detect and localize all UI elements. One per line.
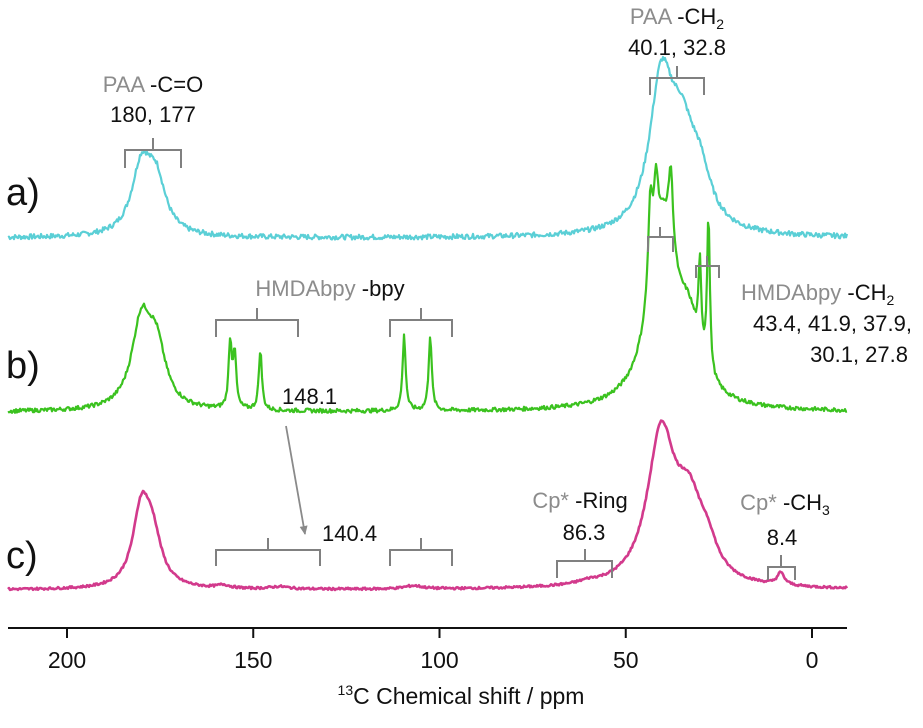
- x-axis-ticks: 200 150 100 50 0: [48, 628, 819, 673]
- x-axis-label: 13C Chemical shift / ppm: [338, 682, 585, 709]
- x-tick-label: 100: [420, 647, 458, 673]
- annotation-a-ch2-group: -CH: [671, 4, 716, 29]
- bracket-c-left: [215, 538, 321, 566]
- annotation-c-ch3-compound: Cp*: [740, 490, 777, 515]
- annotation-b-ch2-values-line2: 30.1, 27.8: [810, 342, 908, 367]
- annotation-c-ring-title: Cp* -Ring: [532, 488, 627, 513]
- spectrum-c-line: [7, 419, 849, 592]
- annotation-b-148: 148.1: [282, 384, 337, 409]
- annotation-a-cco-compound: PAA: [103, 72, 146, 97]
- series-label-c: c): [6, 535, 38, 577]
- bracket-b-ch2-left: [647, 227, 674, 252]
- annotation-b-ch2-title: HMDAbpy -CH2: [741, 280, 894, 308]
- annotation-a-cco-group: -C=O: [144, 72, 203, 97]
- annotation-c-ch3-sub: 3: [822, 502, 830, 518]
- bracket-b-bpy-left: [215, 308, 299, 337]
- annotation-b-ch2-values-line1: 43.4, 41.9, 37.9,: [753, 311, 912, 336]
- annotation-c-ring-group: -Ring: [569, 488, 628, 513]
- annotation-a-ch2-title: PAA -CH2: [630, 4, 724, 32]
- x-axis-label-main: C Chemical shift / ppm: [353, 683, 584, 709]
- annotation-c-ring-compound: Cp*: [532, 488, 569, 513]
- annotation-a-ch2-compound: PAA: [630, 4, 673, 29]
- x-axis-label-superscript: 13: [338, 682, 354, 698]
- x-tick-label: 0: [806, 647, 819, 673]
- x-tick-label: 50: [613, 647, 639, 673]
- series-label-a: a): [6, 172, 40, 214]
- shift-arrow: [285, 425, 308, 535]
- bracket-c-ring: [556, 549, 613, 578]
- annotation-c-ch3-value: 8.4: [767, 525, 798, 550]
- annotation-c-ch3-title: Cp* -CH3: [740, 490, 830, 518]
- annotation-b-bpy-group: -bpy: [356, 276, 405, 301]
- annotation-a-cco-values: 180, 177: [110, 102, 196, 127]
- bracket-c-right: [389, 538, 453, 566]
- annotation-c-140: 140.4: [322, 521, 377, 546]
- annotation-b-bpy-compound: HMDAbpy: [255, 276, 355, 301]
- annotation-c-ch3-group: -CH: [777, 490, 822, 515]
- x-tick-label: 150: [234, 647, 272, 673]
- bracket-a-cco: [124, 138, 182, 168]
- annotation-a-ch2-values: 40.1, 32.8: [628, 35, 726, 60]
- annotation-b-ch2-sub: 2: [886, 292, 894, 308]
- bracket-a-ch2: [649, 66, 705, 95]
- bracket-c-ch3: [767, 555, 796, 580]
- spectrum-b-line: [7, 162, 848, 414]
- annotation-a-ch2-sub: 2: [716, 16, 724, 32]
- annotation-c-ring-value: 86.3: [563, 520, 606, 545]
- bracket-b-ch2-right: [695, 256, 720, 278]
- annotation-b-ch2-group: -CH: [841, 280, 886, 305]
- x-tick-label: 200: [48, 647, 86, 673]
- annotation-b-ch2-compound: HMDAbpy: [741, 280, 841, 305]
- series-label-b: b): [6, 345, 40, 387]
- annotation-b-bpy-title: HMDAbpy -bpy: [255, 276, 404, 301]
- bracket-b-bpy-right: [389, 308, 453, 337]
- annotation-a-cco-title: PAA -C=O: [103, 72, 203, 97]
- spectrum-a-line: [7, 55, 849, 241]
